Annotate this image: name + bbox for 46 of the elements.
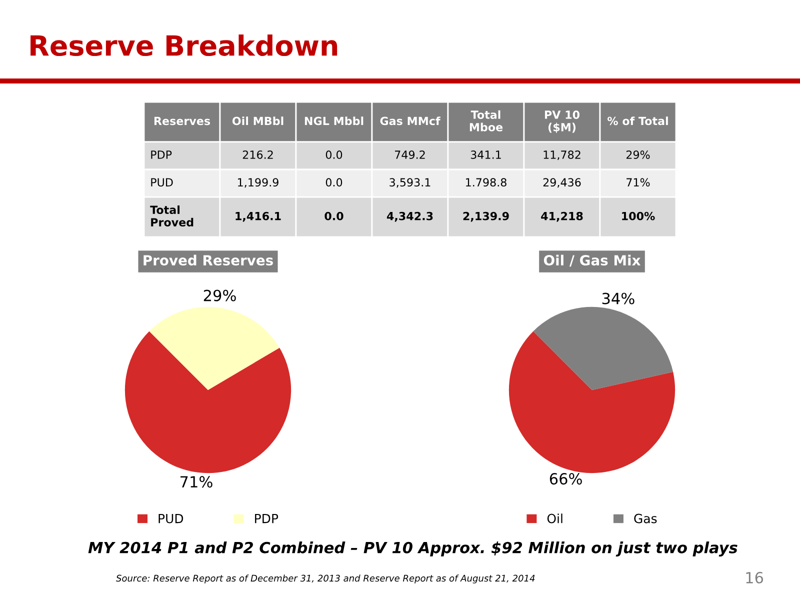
category-label: % of Total <box>608 116 668 126</box>
pie-slice <box>149 306 280 390</box>
text: 11,782 <box>544 150 580 160</box>
legend-label: Oil <box>547 514 562 524</box>
category-label: PV 10 ($M) <box>544 110 580 133</box>
source-note: Source: Reserve Report as of December 31, 2013 and Reserve Report as of August 21, 2014 <box>116 574 535 584</box>
text: 1,416.1 <box>236 212 281 222</box>
text: 216.2 <box>242 150 273 159</box>
chart-title: Oil / Gas Mix <box>544 254 641 267</box>
legend-label: Gas <box>634 514 657 524</box>
pie-slice <box>124 331 292 474</box>
legend-label: PDP <box>255 514 278 524</box>
data-label: 71% <box>180 476 212 488</box>
text: 341.1 <box>470 150 501 159</box>
text: Reserve Breakdown <box>30 34 338 56</box>
text: Total Proved <box>150 205 194 226</box>
pie-slice <box>533 306 674 390</box>
pie-slice <box>508 331 676 474</box>
text: 1,199.9 <box>238 178 278 188</box>
text: 2,139.9 <box>463 212 509 222</box>
category-label: Oil MBbl <box>232 116 284 126</box>
text: 3,593.1 <box>390 178 430 188</box>
data-label: 66% <box>550 473 582 485</box>
text: 1.798.8 <box>466 178 506 187</box>
chart-title: Proved Reserves <box>144 254 273 266</box>
text: PDP <box>151 150 172 159</box>
text: 0.0 <box>326 178 342 187</box>
category-label: NGL Mbbl <box>304 116 364 126</box>
text: 4,342.3 <box>386 212 433 222</box>
text: MY 2014 P1 and P2 Combined – PV 10 Approx. $92 Million on just two plays <box>88 542 738 556</box>
data-label: 34% <box>602 292 634 304</box>
category-label: Total Mboe <box>470 110 503 132</box>
text: PUD <box>151 178 173 187</box>
text: 41,218 <box>541 212 583 222</box>
text: 100% <box>622 212 655 220</box>
category-label: Reserves <box>154 116 210 126</box>
text: 0.0 <box>326 150 342 159</box>
text: 0.0 <box>324 212 344 220</box>
text: 16 <box>746 572 764 584</box>
text: 71% <box>626 178 650 187</box>
text: 29% <box>626 150 650 159</box>
text: 29,436 <box>543 178 581 188</box>
legend-label: PUD <box>158 514 184 524</box>
category-label: Gas MMcf <box>380 116 440 126</box>
data-label: 29% <box>204 290 236 302</box>
text: 749.2 <box>395 150 425 159</box>
